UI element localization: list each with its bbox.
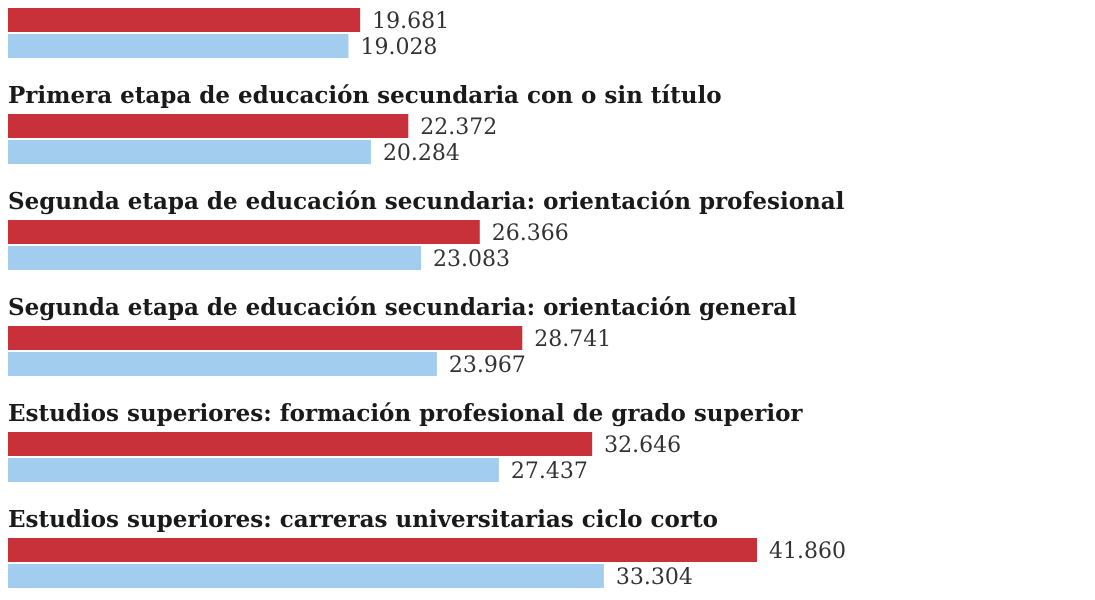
bar-series-2 (8, 352, 437, 376)
bar-series-1 (8, 538, 757, 562)
category-label: Segunda etapa de educación secundaria: o… (8, 188, 845, 215)
bar-series-2 (8, 140, 371, 164)
bar-series-1 (8, 326, 523, 350)
bar-series-2 (8, 564, 604, 588)
value-label: 19.028 (360, 35, 437, 60)
bar-series-2 (8, 34, 349, 58)
value-label: 27.437 (511, 459, 588, 484)
bar-series-2 (8, 458, 499, 482)
value-label: 41.860 (769, 539, 846, 564)
bar-series-1 (8, 8, 361, 32)
bar-series-1 (8, 432, 593, 456)
category-label: Primera etapa de educación secundaria co… (8, 82, 722, 109)
value-label: 19.681 (372, 9, 449, 34)
category-label: Estudios superiores: formación profesion… (8, 400, 803, 427)
category-label: Segunda etapa de educación secundaria: o… (8, 294, 797, 321)
bar-series-1 (8, 114, 409, 138)
value-label: 28.741 (534, 327, 611, 352)
value-label: 23.083 (433, 247, 510, 272)
value-label: 20.284 (383, 141, 460, 166)
value-label: 32.646 (604, 433, 681, 458)
value-label: 22.372 (420, 115, 497, 140)
bar-series-2 (8, 246, 422, 270)
bar-series-1 (8, 220, 480, 244)
value-label: 26.366 (492, 221, 569, 246)
value-label: 23.967 (449, 353, 526, 378)
value-label: 33.304 (616, 565, 693, 590)
category-label: Estudios superiores: carreras universita… (8, 506, 718, 533)
